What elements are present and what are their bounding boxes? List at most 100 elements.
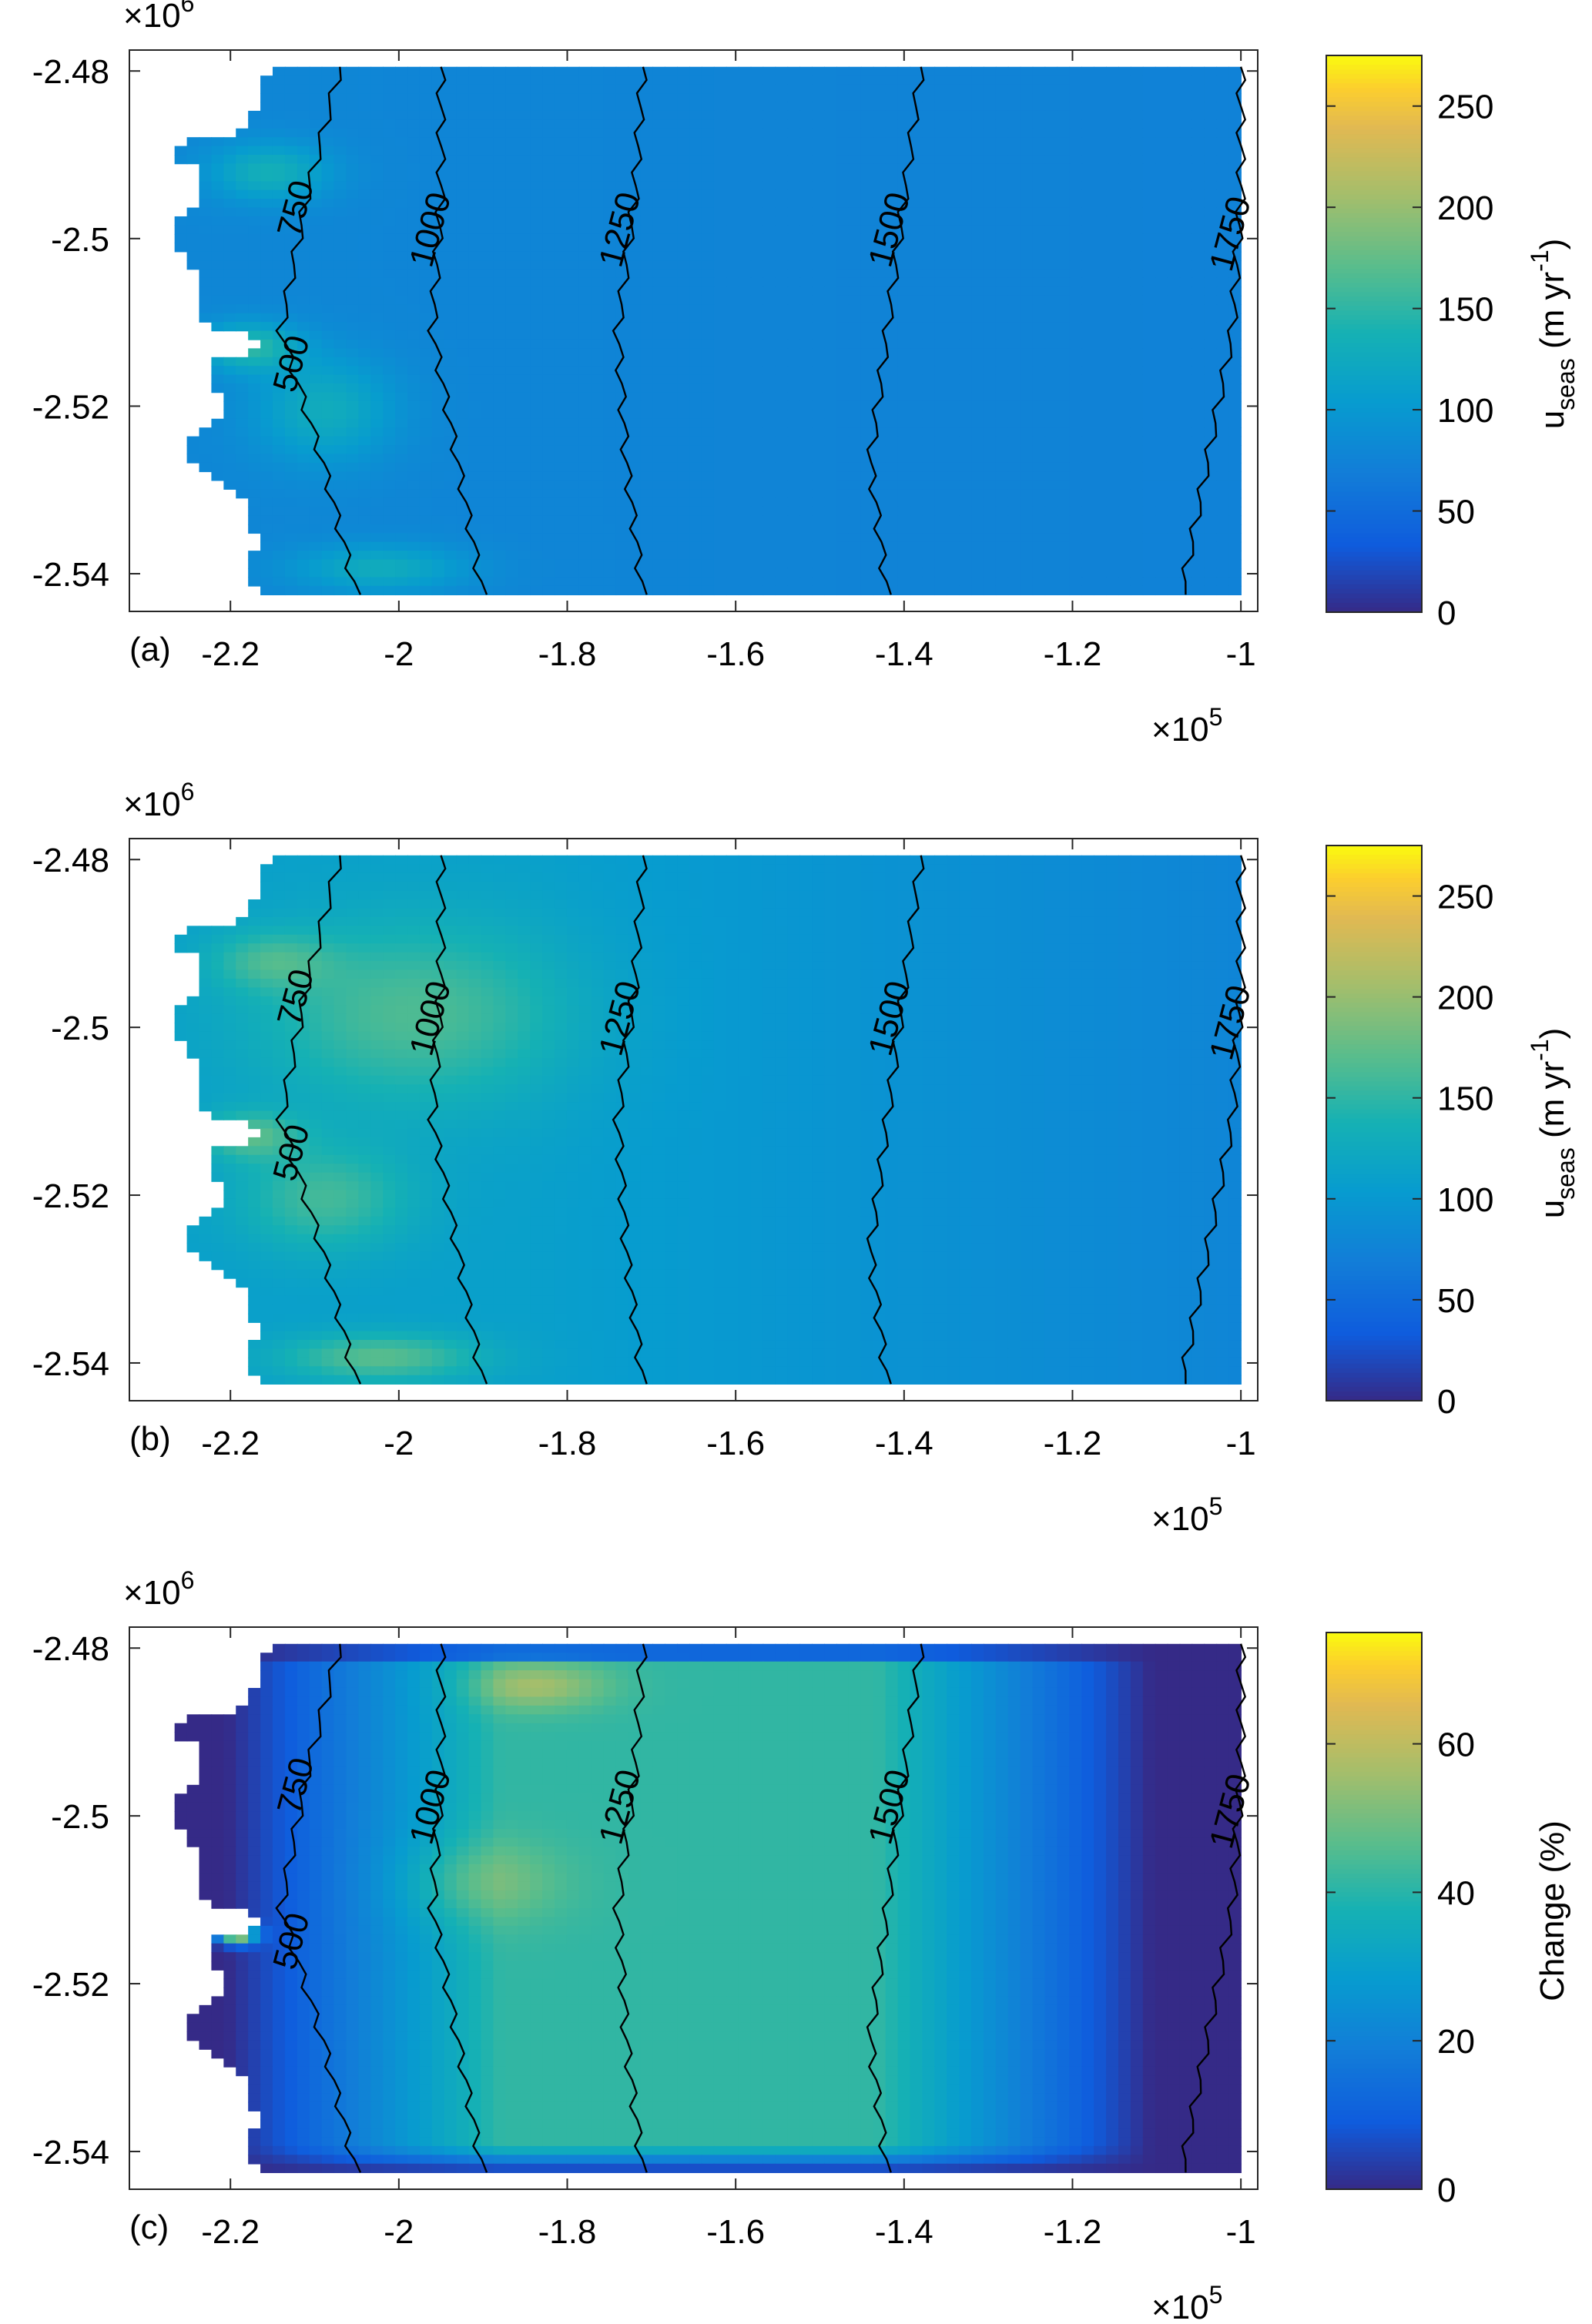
heatmap-cell [542, 366, 555, 376]
heatmap-cell [1155, 374, 1168, 384]
heatmap-cell [1094, 269, 1107, 279]
heatmap-cell [1204, 102, 1218, 112]
heatmap-cell [284, 260, 298, 270]
heatmap-cell [1020, 497, 1034, 507]
heatmap-cell [1081, 524, 1094, 534]
heatmap-cell [1007, 471, 1021, 481]
heatmap-cell [333, 471, 347, 481]
heatmap-cell [1094, 418, 1107, 428]
heatmap-cell [431, 454, 445, 464]
heatmap-cell [1130, 497, 1144, 507]
heatmap-cell [419, 541, 433, 551]
heatmap-cell [431, 410, 445, 420]
heatmap-cell [860, 427, 874, 437]
heatmap-cell [995, 75, 1009, 85]
heatmap-cell [824, 436, 837, 446]
heatmap-cell [628, 577, 642, 587]
heatmap-cell [542, 93, 555, 103]
heatmap-cell [934, 515, 948, 525]
heatmap-cell [1020, 216, 1034, 226]
heatmap-cell [922, 102, 936, 112]
heatmap-cell [762, 286, 776, 296]
heatmap-cell [284, 392, 298, 402]
heatmap-cell [542, 427, 555, 437]
heatmap-cell [333, 199, 347, 209]
heatmap-cell [1118, 286, 1131, 296]
heatmap-cell [248, 471, 261, 481]
heatmap-cell [750, 339, 764, 350]
heatmap-cell [518, 110, 531, 121]
heatmap-cell [223, 392, 237, 402]
heatmap-cell [554, 348, 568, 358]
heatmap-cell [211, 445, 225, 455]
heatmap-cell [456, 181, 470, 191]
heatmap-cell [824, 427, 837, 437]
heatmap-cell [873, 286, 886, 296]
heatmap-cell [566, 400, 580, 411]
heatmap-cell [211, 427, 225, 437]
heatmap-cell [1044, 189, 1058, 199]
heatmap-cell [284, 181, 298, 191]
heatmap-cell [260, 119, 273, 129]
heatmap-cell [456, 110, 470, 121]
heatmap-cell [284, 454, 298, 464]
heatmap-cell [1142, 199, 1156, 209]
heatmap-cell [995, 497, 1009, 507]
heatmap-cell [1057, 480, 1071, 490]
heatmap-cell [407, 163, 421, 173]
heatmap-cell [1142, 366, 1156, 376]
heatmap-cell [1167, 427, 1181, 437]
heatmap-cell [1032, 286, 1046, 296]
heatmap-cell [444, 172, 457, 183]
heatmap-cell [493, 339, 507, 350]
heatmap-cell [934, 163, 948, 173]
heatmap-cell [1007, 207, 1021, 217]
heatmap-cell [701, 155, 715, 165]
heatmap-cell [1142, 233, 1156, 244]
heatmap-cell [1118, 269, 1131, 279]
heatmap-cell [812, 75, 825, 85]
heatmap-cell [1191, 216, 1205, 226]
heatmap-cell [812, 102, 825, 112]
heatmap-cell [542, 577, 555, 587]
heatmap-cell [750, 146, 764, 156]
heatmap-cell [775, 163, 789, 173]
heatmap-cell [1044, 445, 1058, 455]
heatmap-cell [1081, 181, 1094, 191]
heatmap-cell [812, 207, 825, 217]
heatmap-cell [456, 233, 470, 244]
heatmap-cell [1179, 374, 1193, 384]
heatmap-cell [346, 445, 360, 455]
heatmap-cell [260, 295, 273, 306]
heatmap-cell [468, 515, 482, 525]
heatmap-cell [358, 568, 372, 578]
heatmap-cell [689, 533, 702, 543]
heatmap-cell [566, 163, 580, 173]
heatmap-cell [860, 541, 874, 551]
heatmap-cell [1106, 551, 1119, 561]
heatmap-cell [284, 471, 298, 481]
heatmap-cell [971, 330, 984, 340]
heatmap-cell [947, 480, 960, 490]
heatmap-cell [481, 277, 494, 288]
heatmap-cell [346, 216, 360, 226]
heatmap-cell [395, 568, 408, 578]
heatmap-cell [370, 489, 384, 499]
heatmap-cell [284, 295, 298, 306]
heatmap-cell [1204, 497, 1218, 507]
heatmap-cell [701, 585, 715, 596]
heatmap-cell [836, 128, 850, 138]
heatmap-cell [260, 75, 273, 85]
heatmap-cell [701, 524, 715, 534]
heatmap-cell [824, 339, 837, 350]
heatmap-cell [995, 84, 1009, 94]
heatmap-cell [284, 533, 298, 543]
heatmap-cell [812, 515, 825, 525]
heatmap-cell [370, 119, 384, 129]
heatmap-cell [1106, 418, 1119, 428]
heatmap-cell [726, 93, 739, 103]
heatmap-cell [971, 172, 984, 183]
heatmap-cell [321, 172, 335, 183]
heatmap-cell [272, 295, 286, 306]
heatmap-cell [248, 172, 261, 183]
